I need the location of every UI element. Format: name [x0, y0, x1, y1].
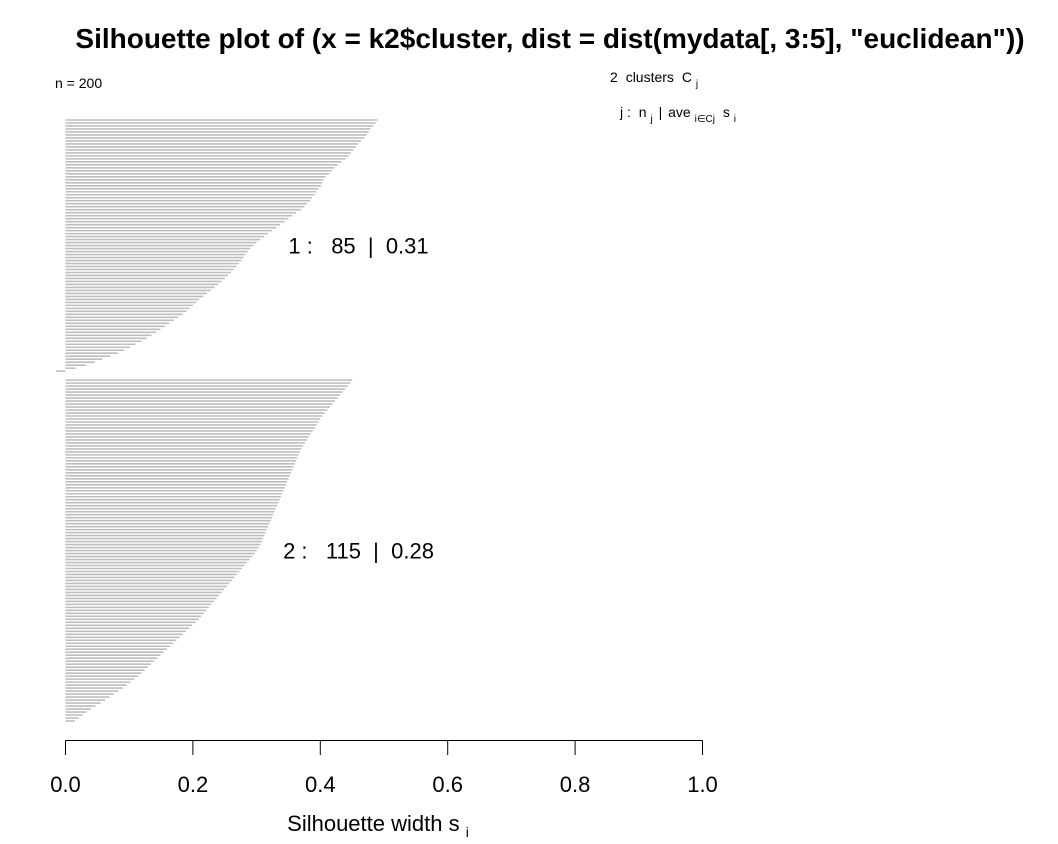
x-axis-label: Silhouette width s i	[287, 811, 469, 840]
clusters-word: clusters	[626, 69, 674, 85]
cluster-labels: 1 : 85 | 0.31 2 : 115 | 0.28	[283, 234, 434, 564]
x-tick-label: 0.0	[50, 772, 81, 797]
x-axis-label-main: Silhouette width s	[287, 811, 459, 836]
x-axis-ticks: 0.0 0.2 0.4 0.6 0.8 1.0	[50, 740, 718, 797]
x-tick-label: 0.6	[432, 772, 463, 797]
x-axis-label-sub: i	[466, 824, 469, 840]
s-symbol: s	[723, 104, 730, 120]
cluster-label-2: 2 : 115 | 0.28	[283, 539, 434, 564]
s-symbol-sub: i	[734, 114, 736, 125]
x-tick-label: 0.4	[305, 772, 336, 797]
column-header: j : n j | ave i∈Cj s i	[619, 104, 736, 125]
cluster-count: 2	[610, 69, 618, 85]
separator: |	[659, 104, 663, 120]
silhouette-bars	[55, 119, 378, 722]
n-symbol-sub: j	[649, 114, 652, 125]
cluster-count-header: 2 clusters C j	[610, 69, 698, 90]
cluster-symbol: C	[682, 69, 692, 85]
cluster-label-1: 1 : 85 | 0.31	[288, 234, 428, 259]
ave-symbol: ave	[668, 104, 691, 120]
n-symbol: n	[639, 104, 647, 120]
x-tick-label: 0.8	[560, 772, 591, 797]
ave-symbol-sub: i∈Cj	[695, 114, 715, 125]
cluster-symbol-sub: j	[695, 79, 698, 90]
n-total-label: n = 200	[55, 75, 102, 91]
j-label: j :	[619, 104, 631, 120]
plot-title: Silhouette plot of (x = k2$cluster, dist…	[75, 23, 1024, 54]
x-tick-label: 1.0	[687, 772, 718, 797]
x-tick-label: 0.2	[178, 772, 209, 797]
